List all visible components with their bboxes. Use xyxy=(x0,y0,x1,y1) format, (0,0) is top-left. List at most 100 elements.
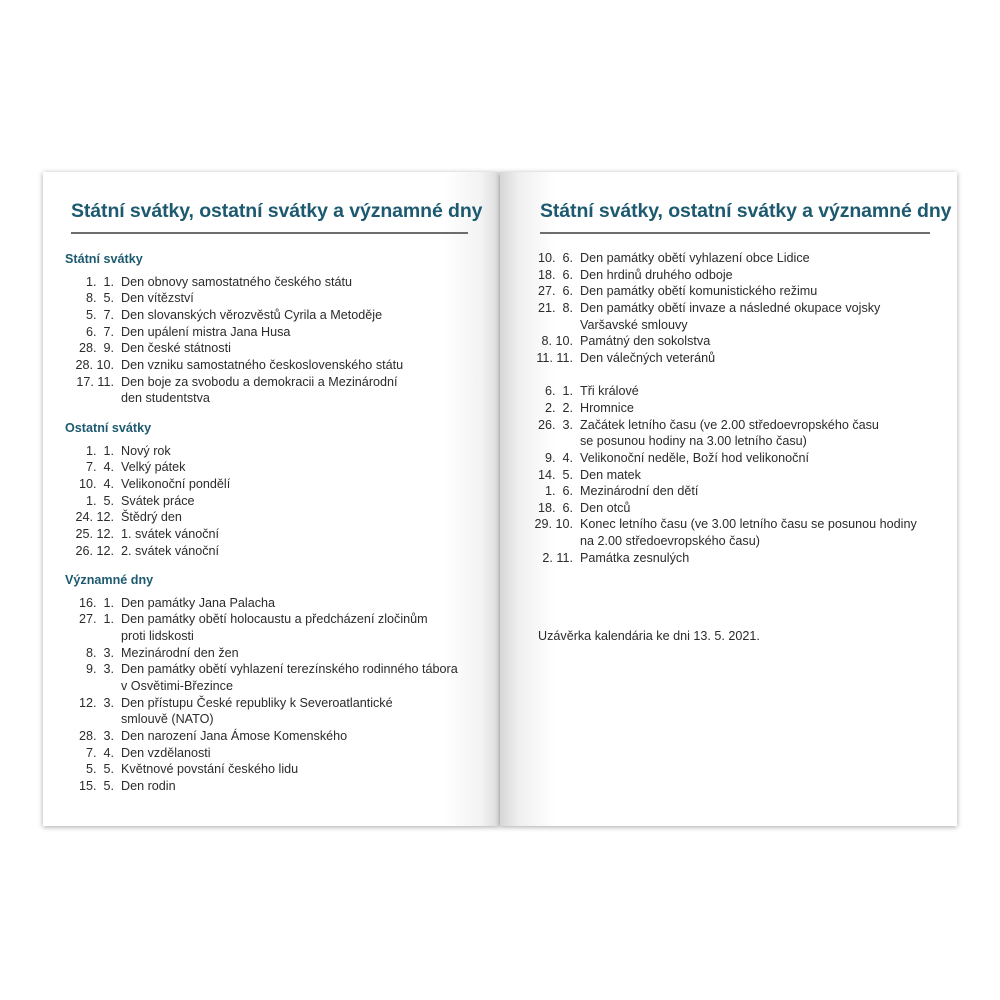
item-text-line: Den české státnosti xyxy=(121,341,231,356)
item-text-line: Den slovanských věrozvěstů Cyrila a Meto… xyxy=(121,307,383,322)
left-content: Státní svátky 1. 1. Den obnovy samostatnéh… xyxy=(65,251,485,808)
item-date: 24. 12. xyxy=(75,510,114,525)
item-text-line: Den památky obětí holocaustu a předcháze… xyxy=(121,612,428,627)
left-page: Státní svátky, ostatní svátky a významné… xyxy=(43,172,499,826)
item-text-line: Den památky obětí komunistického režimu xyxy=(580,284,818,299)
item-text: Den památky obětí invaze a následné okup… xyxy=(580,300,944,333)
item-text-line: Památný den sokolstva xyxy=(580,334,711,349)
item-date: 12. 3. xyxy=(78,695,114,710)
item-text-line: 2. svátek vánoční xyxy=(121,543,220,558)
item-text: Den upálení mistra Jana Husa xyxy=(121,324,485,341)
item-text: Den válečných veteránů xyxy=(580,350,944,367)
item-text-line: Velikonoční pondělí xyxy=(121,476,231,491)
holiday-group: 6. 1. Tři králové 2. 2. Hromnice 26. 3. Začát… xyxy=(524,383,944,566)
item-text-line: Den vzniku samostatného československého… xyxy=(121,357,404,372)
item-date: 8. 10. xyxy=(541,334,573,349)
item-date: 9. 4. xyxy=(544,450,573,465)
list-item: 17. 11. Den boje za svobodu a demokracii … xyxy=(65,374,485,407)
item-date: 8. 3. xyxy=(85,645,114,660)
item-text-line: den studentstva xyxy=(121,391,210,406)
list-item: 29. 10. Konec letního času (ve 3.00 letní… xyxy=(524,516,944,549)
item-text: Den vzniku samostatného československého… xyxy=(121,357,485,374)
item-date: 18. 6. xyxy=(537,267,573,282)
item-text-line: Mezinárodní den žen xyxy=(121,645,239,660)
section-heading: Státní svátky xyxy=(65,252,143,266)
item-text-line: Den narození Jana Ámose Komenského xyxy=(121,729,348,744)
item-text-line: Začátek letního času (ve 2.00 středoevro… xyxy=(580,417,879,432)
item-date: 27. 6. xyxy=(537,284,573,299)
holiday-section: Významné dny 16. 1. Den památky Jana Palac… xyxy=(65,572,485,795)
item-text: Den památky Jana Palacha xyxy=(121,595,485,612)
item-text-line: na 2.00 středoevropského času) xyxy=(580,534,760,549)
item-text-line: se posunou hodiny na 3.00 letního času) xyxy=(580,434,807,449)
list-item: 18. 6. Den hrdinů druhého odboje xyxy=(524,267,944,284)
item-date: 1. 5. xyxy=(85,493,114,508)
list-item: 10. 4. Velikonoční pondělí xyxy=(65,476,485,493)
item-date: 14. 5. xyxy=(537,467,573,482)
item-text: Den vítězství xyxy=(121,290,485,307)
item-text: Den rodin xyxy=(121,778,485,795)
item-text-line: Den válečných veteránů xyxy=(580,350,716,365)
list-item: 5. 7. Den slovanských věrozvěstů Cyrila a… xyxy=(65,307,485,324)
item-text: Památný den sokolstva xyxy=(580,333,944,350)
item-text: Svátek práce xyxy=(121,493,485,510)
list-item: 5. 5. Květnové povstání českého lidu xyxy=(65,761,485,778)
item-date: 6. 7. xyxy=(85,324,114,339)
item-date: 28. 10. xyxy=(75,357,114,372)
list-item: 28. 3. Den narození Jana Ámose Komenského xyxy=(65,728,485,745)
item-text-line: Den památky obětí invaze a následné okup… xyxy=(580,300,881,315)
item-text: Den památky obětí vyhlazení terezínského… xyxy=(121,661,485,694)
list-item: 1. 6. Mezinárodní den dětí xyxy=(524,483,944,500)
item-date: 6. 1. xyxy=(544,384,573,399)
list-item: 2. 2. Hromnice xyxy=(524,400,944,417)
item-text: Hromnice xyxy=(580,400,944,417)
right-page: Státní svátky, ostatní svátky a významné… xyxy=(500,172,957,826)
item-date: 7. 4. xyxy=(85,745,114,760)
item-text-line: Nový rok xyxy=(121,443,171,458)
list-item: 26. 3. Začátek letního času (ve 2.00 stře… xyxy=(524,417,944,450)
item-text: Památka zesnulých xyxy=(580,550,944,567)
list-item: 1. 1. Den obnovy samostatného českého stá… xyxy=(65,274,485,291)
item-text: Mezinárodní den dětí xyxy=(580,483,944,500)
item-text: Štědrý den xyxy=(121,509,485,526)
item-text-line: Den otců xyxy=(580,500,631,515)
item-text: Den otců xyxy=(580,500,944,517)
item-date: 15. 5. xyxy=(78,779,114,794)
item-text-line: smlouvě (NATO) xyxy=(121,712,214,727)
item-date: 5. 7. xyxy=(85,307,114,322)
item-text: Den vzdělanosti xyxy=(121,745,485,762)
item-text-line: Svátek práce xyxy=(121,493,195,508)
list-item: 26. 12. 2. svátek vánoční xyxy=(65,543,485,560)
page-title: Státní svátky, ostatní svátky a významné… xyxy=(540,200,952,222)
item-text-line: Den boje za svobodu a demokracii a Mezin… xyxy=(121,374,398,389)
item-text-line: Den přístupu České republiky k Severoatl… xyxy=(121,695,393,710)
item-text: Den slovanských věrozvěstů Cyrila a Meto… xyxy=(121,307,485,324)
item-text: Den památky obětí holocaustu a předcháze… xyxy=(121,611,485,644)
page-title: Státní svátky, ostatní svátky a významné… xyxy=(71,200,483,222)
item-text-line: Den památky Jana Palacha xyxy=(121,595,276,610)
item-text-line: Mezinárodní den dětí xyxy=(580,484,699,499)
list-item: 12. 3. Den přístupu České republiky k Sev… xyxy=(65,695,485,728)
item-text-line: Květnové povstání českého lidu xyxy=(121,762,299,777)
item-text-line: Den upálení mistra Jana Husa xyxy=(121,324,291,339)
item-text-line: Den památky obětí vyhlazení obce Lidice xyxy=(580,251,810,265)
item-text-line: Den obnovy samostatného českého státu xyxy=(121,274,353,289)
list-item: 10. 6. Den památky obětí vyhlazení obce L… xyxy=(524,250,944,267)
item-text-line: Hromnice xyxy=(580,400,634,415)
list-item: 15. 5. Den rodin xyxy=(65,778,485,795)
title-divider xyxy=(71,232,468,234)
item-text-line: Den vítězství xyxy=(121,291,194,306)
item-text-line: Velikonoční neděle, Boží hod velikonoční xyxy=(580,450,809,465)
list-item: 25. 12. 1. svátek vánoční xyxy=(65,526,485,543)
closing-note: Uzávěrka kalendária ke dni 13. 5. 2021. xyxy=(538,629,760,643)
item-date: 28. 9. xyxy=(78,341,114,356)
item-text-line: Konec letního času (ve 3.00 letního času… xyxy=(580,517,917,532)
item-text: Velikonoční neděle, Boží hod velikonoční xyxy=(580,450,944,467)
item-date: 16. 1. xyxy=(78,595,114,610)
item-date: 17. 11. xyxy=(76,374,114,389)
item-text: Den přístupu České republiky k Severoatl… xyxy=(121,695,485,728)
item-date: 10. 4. xyxy=(78,476,114,491)
section-heading: Významné dny xyxy=(65,573,154,588)
item-date: 29. 10. xyxy=(534,517,573,532)
item-date: 1. 1. xyxy=(85,443,114,458)
